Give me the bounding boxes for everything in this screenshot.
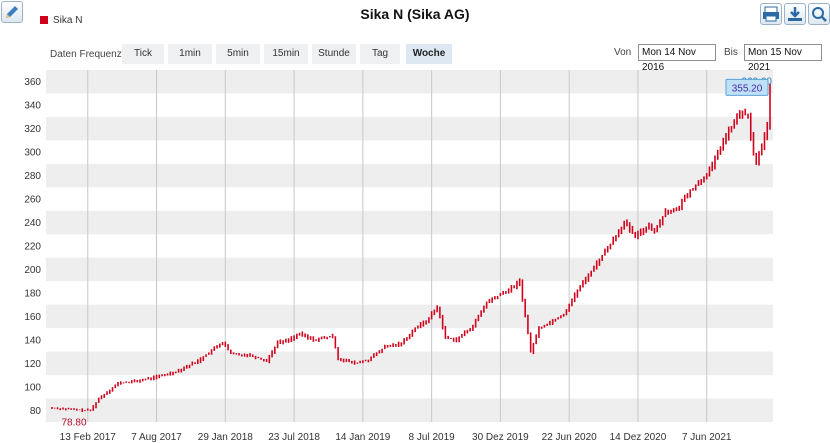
x-tick-label: 22 Jun 2020 <box>542 432 597 443</box>
y-tick-label: 140 <box>24 335 41 346</box>
zoom-icon <box>812 7 827 22</box>
y-axis: 80 100 120 140 160 180 200 220 240 260 280 300 320 34… <box>24 77 41 417</box>
x-tick-label: 23 Jul 2018 <box>268 432 320 443</box>
last-price-label: 355.20 <box>732 83 763 94</box>
grid-band <box>46 70 773 94</box>
frequency-woche-button[interactable]: Woche <box>406 44 452 64</box>
grid-band <box>46 304 773 329</box>
download-button[interactable] <box>784 3 806 25</box>
y-tick-label: 120 <box>24 359 41 370</box>
chart-title: Sika N (Sika AG) <box>360 6 470 22</box>
grid-band <box>46 163 773 188</box>
x-tick-label: 14 Jan 2019 <box>335 432 390 443</box>
frequency-15min-button[interactable]: 15min <box>264 44 308 64</box>
grid-band <box>46 351 773 376</box>
download-icon <box>788 7 802 21</box>
last-price-box <box>725 78 769 96</box>
y-tick-label: 200 <box>24 265 41 276</box>
edit-icon <box>6 6 18 18</box>
edit-button[interactable] <box>1 1 23 23</box>
to-label: Bis <box>724 47 738 58</box>
frequency-label: Daten Frequenz <box>50 49 122 60</box>
y-tick-label: 180 <box>24 288 41 299</box>
frequency-tag-button[interactable]: Tag <box>360 44 400 64</box>
grid-bands <box>46 70 773 422</box>
price-series <box>51 83 771 413</box>
y-tick-label: 220 <box>24 242 41 253</box>
grid-band <box>46 210 773 235</box>
min-price-label: 78.80 <box>61 418 86 429</box>
y-tick-label: 100 <box>24 382 41 393</box>
y-tick-label: 320 <box>24 124 41 135</box>
y-tick-label: 260 <box>24 195 41 206</box>
frequency-5min-button[interactable]: 5min <box>216 44 260 64</box>
zoom-button[interactable] <box>808 3 830 25</box>
annotations: 78.80360.00355.20 <box>61 77 772 429</box>
x-tick-label: 7 Jun 2021 <box>682 432 732 443</box>
from-date-input[interactable]: Mon 14 Nov 2016 <box>638 44 716 73</box>
x-tick-label: 30 Dez 2019 <box>472 432 529 443</box>
y-tick-label: 240 <box>24 218 41 229</box>
y-tick-label: 340 <box>24 101 41 112</box>
grid-band <box>46 398 773 422</box>
x-tick-label: 13 Feb 2017 <box>60 432 117 443</box>
grid-vertical-lines <box>87 70 708 422</box>
from-label: Von <box>614 47 632 58</box>
to-date-input[interactable]: Mon 15 Nov 2021 <box>744 44 822 73</box>
x-tick-label: 8 Jul 2019 <box>409 432 456 443</box>
print-button[interactable] <box>760 3 782 25</box>
frequency-tick-button[interactable]: Tick <box>122 44 164 64</box>
grid-band <box>46 116 773 141</box>
print-icon <box>763 6 779 22</box>
y-tick-label: 80 <box>30 406 42 417</box>
x-axis: 13 Feb 2017 7 Aug 2017 29 Jan 2018 23 Jul 2… <box>60 432 732 443</box>
frequency-1min-button[interactable]: 1min <box>168 44 212 64</box>
grid-band <box>46 257 773 282</box>
x-tick-label: 7 Aug 2017 <box>131 432 182 443</box>
legend-label: Sika N <box>53 15 83 26</box>
legend-swatch <box>40 16 48 24</box>
frequency-stunde-button[interactable]: Stunde <box>312 44 356 64</box>
x-tick-label: 14 Dez 2020 <box>610 432 667 443</box>
y-tick-label: 160 <box>24 312 41 323</box>
x-tick-label: 29 Jan 2018 <box>198 432 253 443</box>
y-tick-label: 360 <box>24 77 41 88</box>
y-tick-label: 280 <box>24 171 41 182</box>
y-tick-label: 300 <box>24 148 41 159</box>
